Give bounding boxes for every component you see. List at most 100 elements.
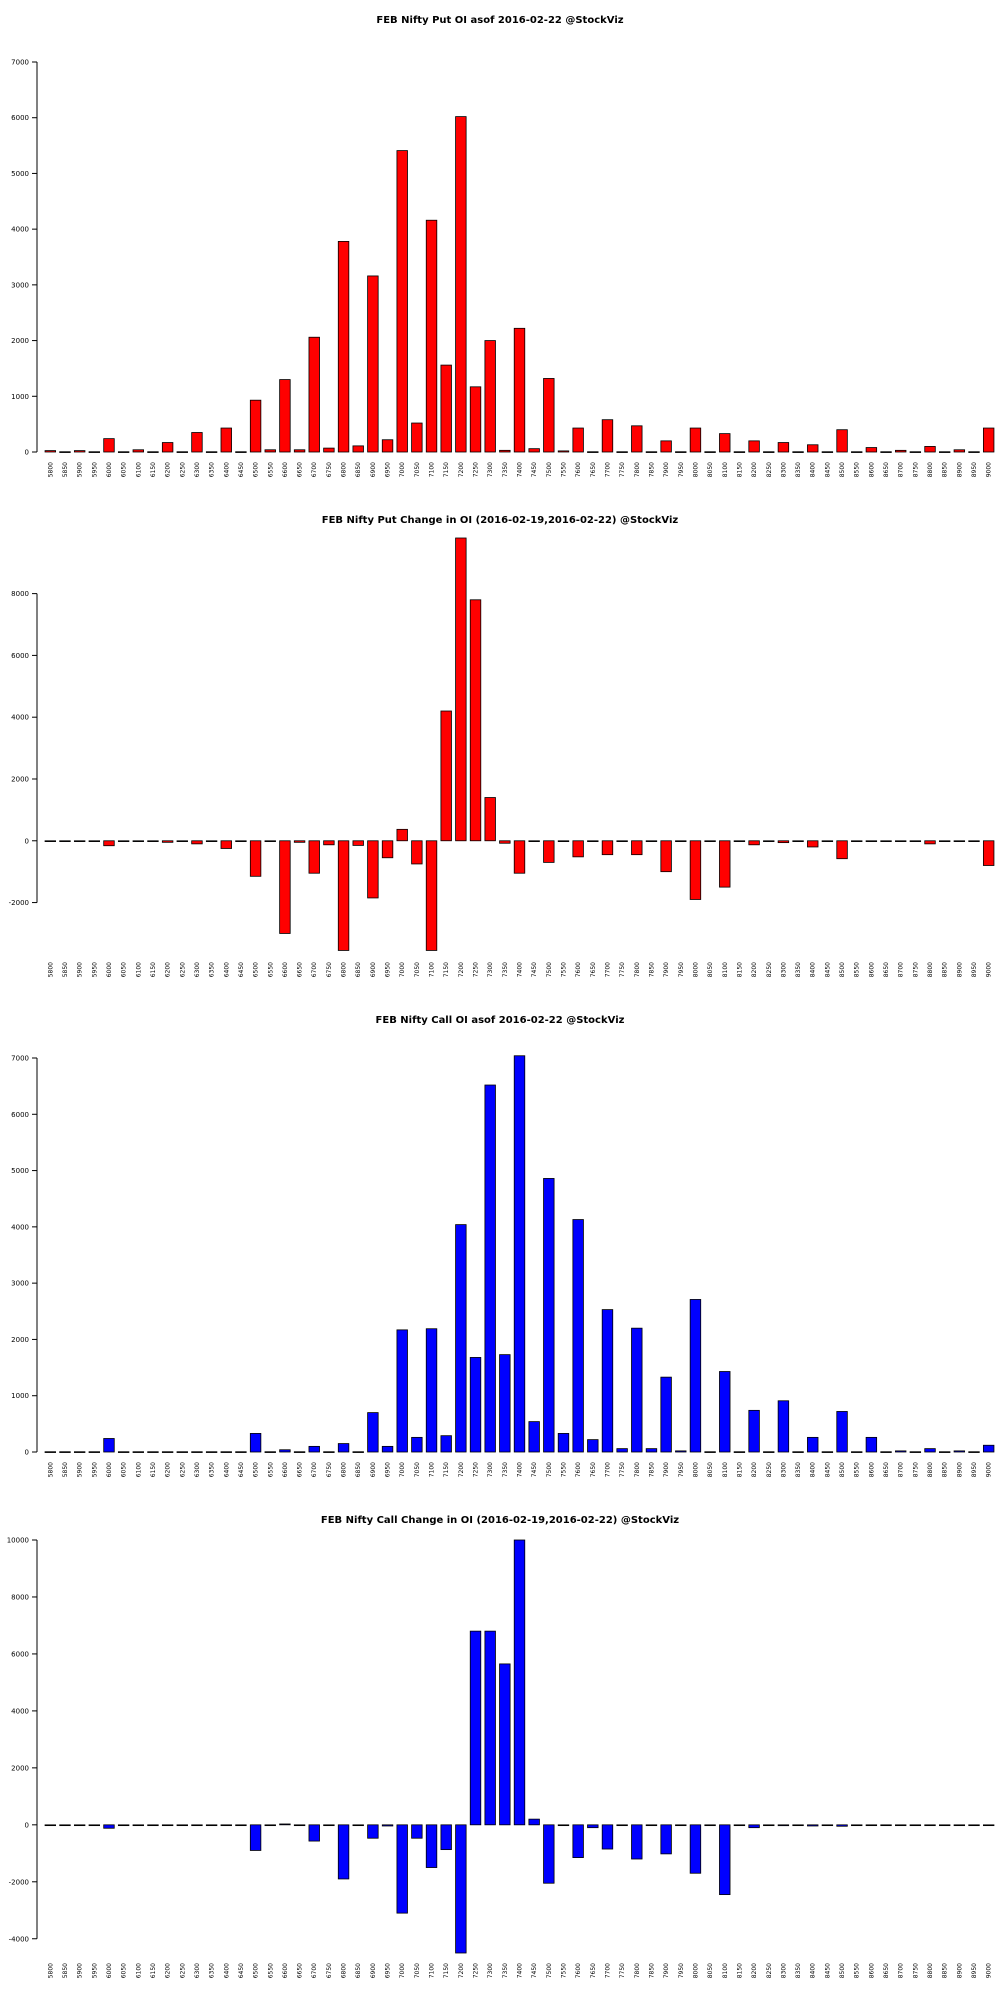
x-tick-label: 7900 bbox=[663, 962, 670, 977]
bar-5900 bbox=[73, 450, 86, 453]
y-tick-label: 2000 bbox=[11, 1336, 29, 1344]
bar-8650 bbox=[880, 451, 892, 453]
bar-8900 bbox=[953, 840, 966, 842]
bar-5850 bbox=[59, 840, 71, 842]
x-tick-label: 6150 bbox=[150, 1462, 157, 1477]
bar-5900 bbox=[73, 1824, 86, 1827]
x-tick-label: 6350 bbox=[209, 962, 216, 977]
x-tick-label: 7950 bbox=[678, 1462, 685, 1477]
bar-8050 bbox=[704, 1451, 716, 1453]
x-tick-label: 7750 bbox=[619, 962, 626, 977]
bar-6100 bbox=[132, 1824, 144, 1827]
x-tick-label: 8500 bbox=[839, 462, 846, 477]
bar-8400 bbox=[807, 840, 819, 848]
bar-7000 bbox=[396, 1329, 408, 1453]
bar-6400 bbox=[220, 1824, 232, 1827]
bar-6500 bbox=[249, 399, 262, 453]
x-tick-label: 7950 bbox=[678, 1963, 685, 1978]
x-tick-label: 6500 bbox=[253, 462, 260, 477]
bar-7250 bbox=[469, 599, 482, 842]
x-tick-label: 8150 bbox=[736, 462, 743, 477]
bar-8150 bbox=[733, 840, 746, 842]
bar-6900 bbox=[367, 1824, 379, 1839]
x-tick-label: 8500 bbox=[839, 1963, 846, 1978]
bar-6250 bbox=[176, 451, 188, 453]
x-tick-label: 7300 bbox=[487, 1963, 494, 1978]
bar-7500 bbox=[543, 378, 555, 453]
bar-7050 bbox=[411, 422, 423, 453]
x-tick-label: 7350 bbox=[502, 1963, 509, 1978]
x-tick-label: 6150 bbox=[150, 962, 157, 977]
bar-7400 bbox=[513, 327, 526, 453]
bar-7200 bbox=[455, 1824, 467, 1954]
bar-6200 bbox=[161, 840, 174, 843]
bar-8350 bbox=[792, 451, 804, 453]
x-tick-label: 7400 bbox=[517, 1462, 524, 1477]
chart-title: FEB Nifty Put OI asof 2016-02-22 @StockV… bbox=[376, 15, 623, 26]
y-tick-label: 6000 bbox=[11, 1650, 29, 1658]
bar-8000 bbox=[689, 1824, 702, 1874]
x-tick-label: 5950 bbox=[91, 1963, 98, 1978]
x-tick-label: 6700 bbox=[311, 462, 318, 477]
x-tick-label: 8300 bbox=[780, 1462, 787, 1477]
bar-8500 bbox=[836, 840, 848, 860]
x-tick-label: 6450 bbox=[238, 462, 245, 477]
bar-8050 bbox=[704, 1824, 716, 1827]
bar-7150 bbox=[440, 710, 452, 842]
bar-8750 bbox=[909, 1824, 922, 1827]
bar-8300 bbox=[777, 1824, 790, 1827]
bar-8250 bbox=[763, 1824, 775, 1827]
bar-6500 bbox=[249, 1433, 262, 1453]
bar-7450 bbox=[528, 840, 540, 842]
x-tick-label: 7700 bbox=[604, 1462, 611, 1477]
bar-7550 bbox=[557, 840, 570, 842]
chart-2: FEB Nifty Put Change in OI (2016-02-19,2… bbox=[9, 515, 995, 977]
x-tick-label: 7900 bbox=[663, 1462, 670, 1477]
x-tick-label: 6250 bbox=[179, 462, 186, 477]
x-tick-label: 7250 bbox=[473, 1963, 480, 1978]
x-tick-label: 9000 bbox=[986, 1462, 993, 1477]
x-tick-label: 5900 bbox=[77, 962, 84, 977]
bar-7350 bbox=[499, 1354, 511, 1453]
x-tick-label: 7700 bbox=[604, 462, 611, 477]
bar-7650 bbox=[587, 1824, 599, 1829]
bar-6550 bbox=[264, 1451, 276, 1453]
x-tick-label: 8950 bbox=[971, 462, 978, 477]
x-tick-label: 6950 bbox=[385, 1462, 392, 1477]
x-tick-label: 8750 bbox=[912, 1963, 919, 1978]
x-tick-label: 8050 bbox=[707, 1462, 714, 1477]
x-tick-label: 7550 bbox=[560, 1963, 567, 1978]
x-tick-label: 6100 bbox=[135, 962, 142, 977]
x-tick-label: 6050 bbox=[121, 1462, 128, 1477]
bar-8850 bbox=[939, 1451, 951, 1453]
x-tick-label: 7250 bbox=[473, 962, 480, 977]
x-tick-label: 8800 bbox=[927, 462, 934, 477]
bar-7100 bbox=[425, 1328, 438, 1453]
bar-6000 bbox=[103, 438, 115, 453]
bar-7950 bbox=[675, 840, 687, 842]
bar-8900 bbox=[953, 1450, 966, 1453]
bar-8950 bbox=[968, 1451, 980, 1453]
bar-5800 bbox=[44, 840, 57, 842]
bar-6550 bbox=[264, 840, 276, 842]
bar-6450 bbox=[235, 1451, 247, 1453]
x-tick-label: 6250 bbox=[179, 1462, 186, 1477]
bar-8550 bbox=[851, 840, 863, 842]
x-tick-label: 8700 bbox=[898, 1462, 905, 1477]
bar-8700 bbox=[895, 840, 907, 842]
x-tick-label: 8250 bbox=[766, 1963, 773, 1978]
x-tick-label: 7050 bbox=[414, 1462, 421, 1477]
bar-8150 bbox=[733, 1451, 746, 1453]
y-tick-label: 7000 bbox=[11, 59, 29, 67]
x-tick-label: 6550 bbox=[267, 962, 274, 977]
x-tick-label: 7150 bbox=[443, 462, 450, 477]
x-tick-label: 7000 bbox=[399, 1963, 406, 1978]
bar-7950 bbox=[675, 451, 687, 453]
x-tick-label: 7550 bbox=[560, 1462, 567, 1477]
x-tick-label: 8350 bbox=[795, 462, 802, 477]
x-tick-label: 8950 bbox=[971, 1462, 978, 1477]
bar-7550 bbox=[557, 1433, 570, 1453]
bar-8600 bbox=[865, 840, 878, 842]
bar-8850 bbox=[939, 840, 951, 842]
bar-6350 bbox=[205, 1824, 218, 1827]
